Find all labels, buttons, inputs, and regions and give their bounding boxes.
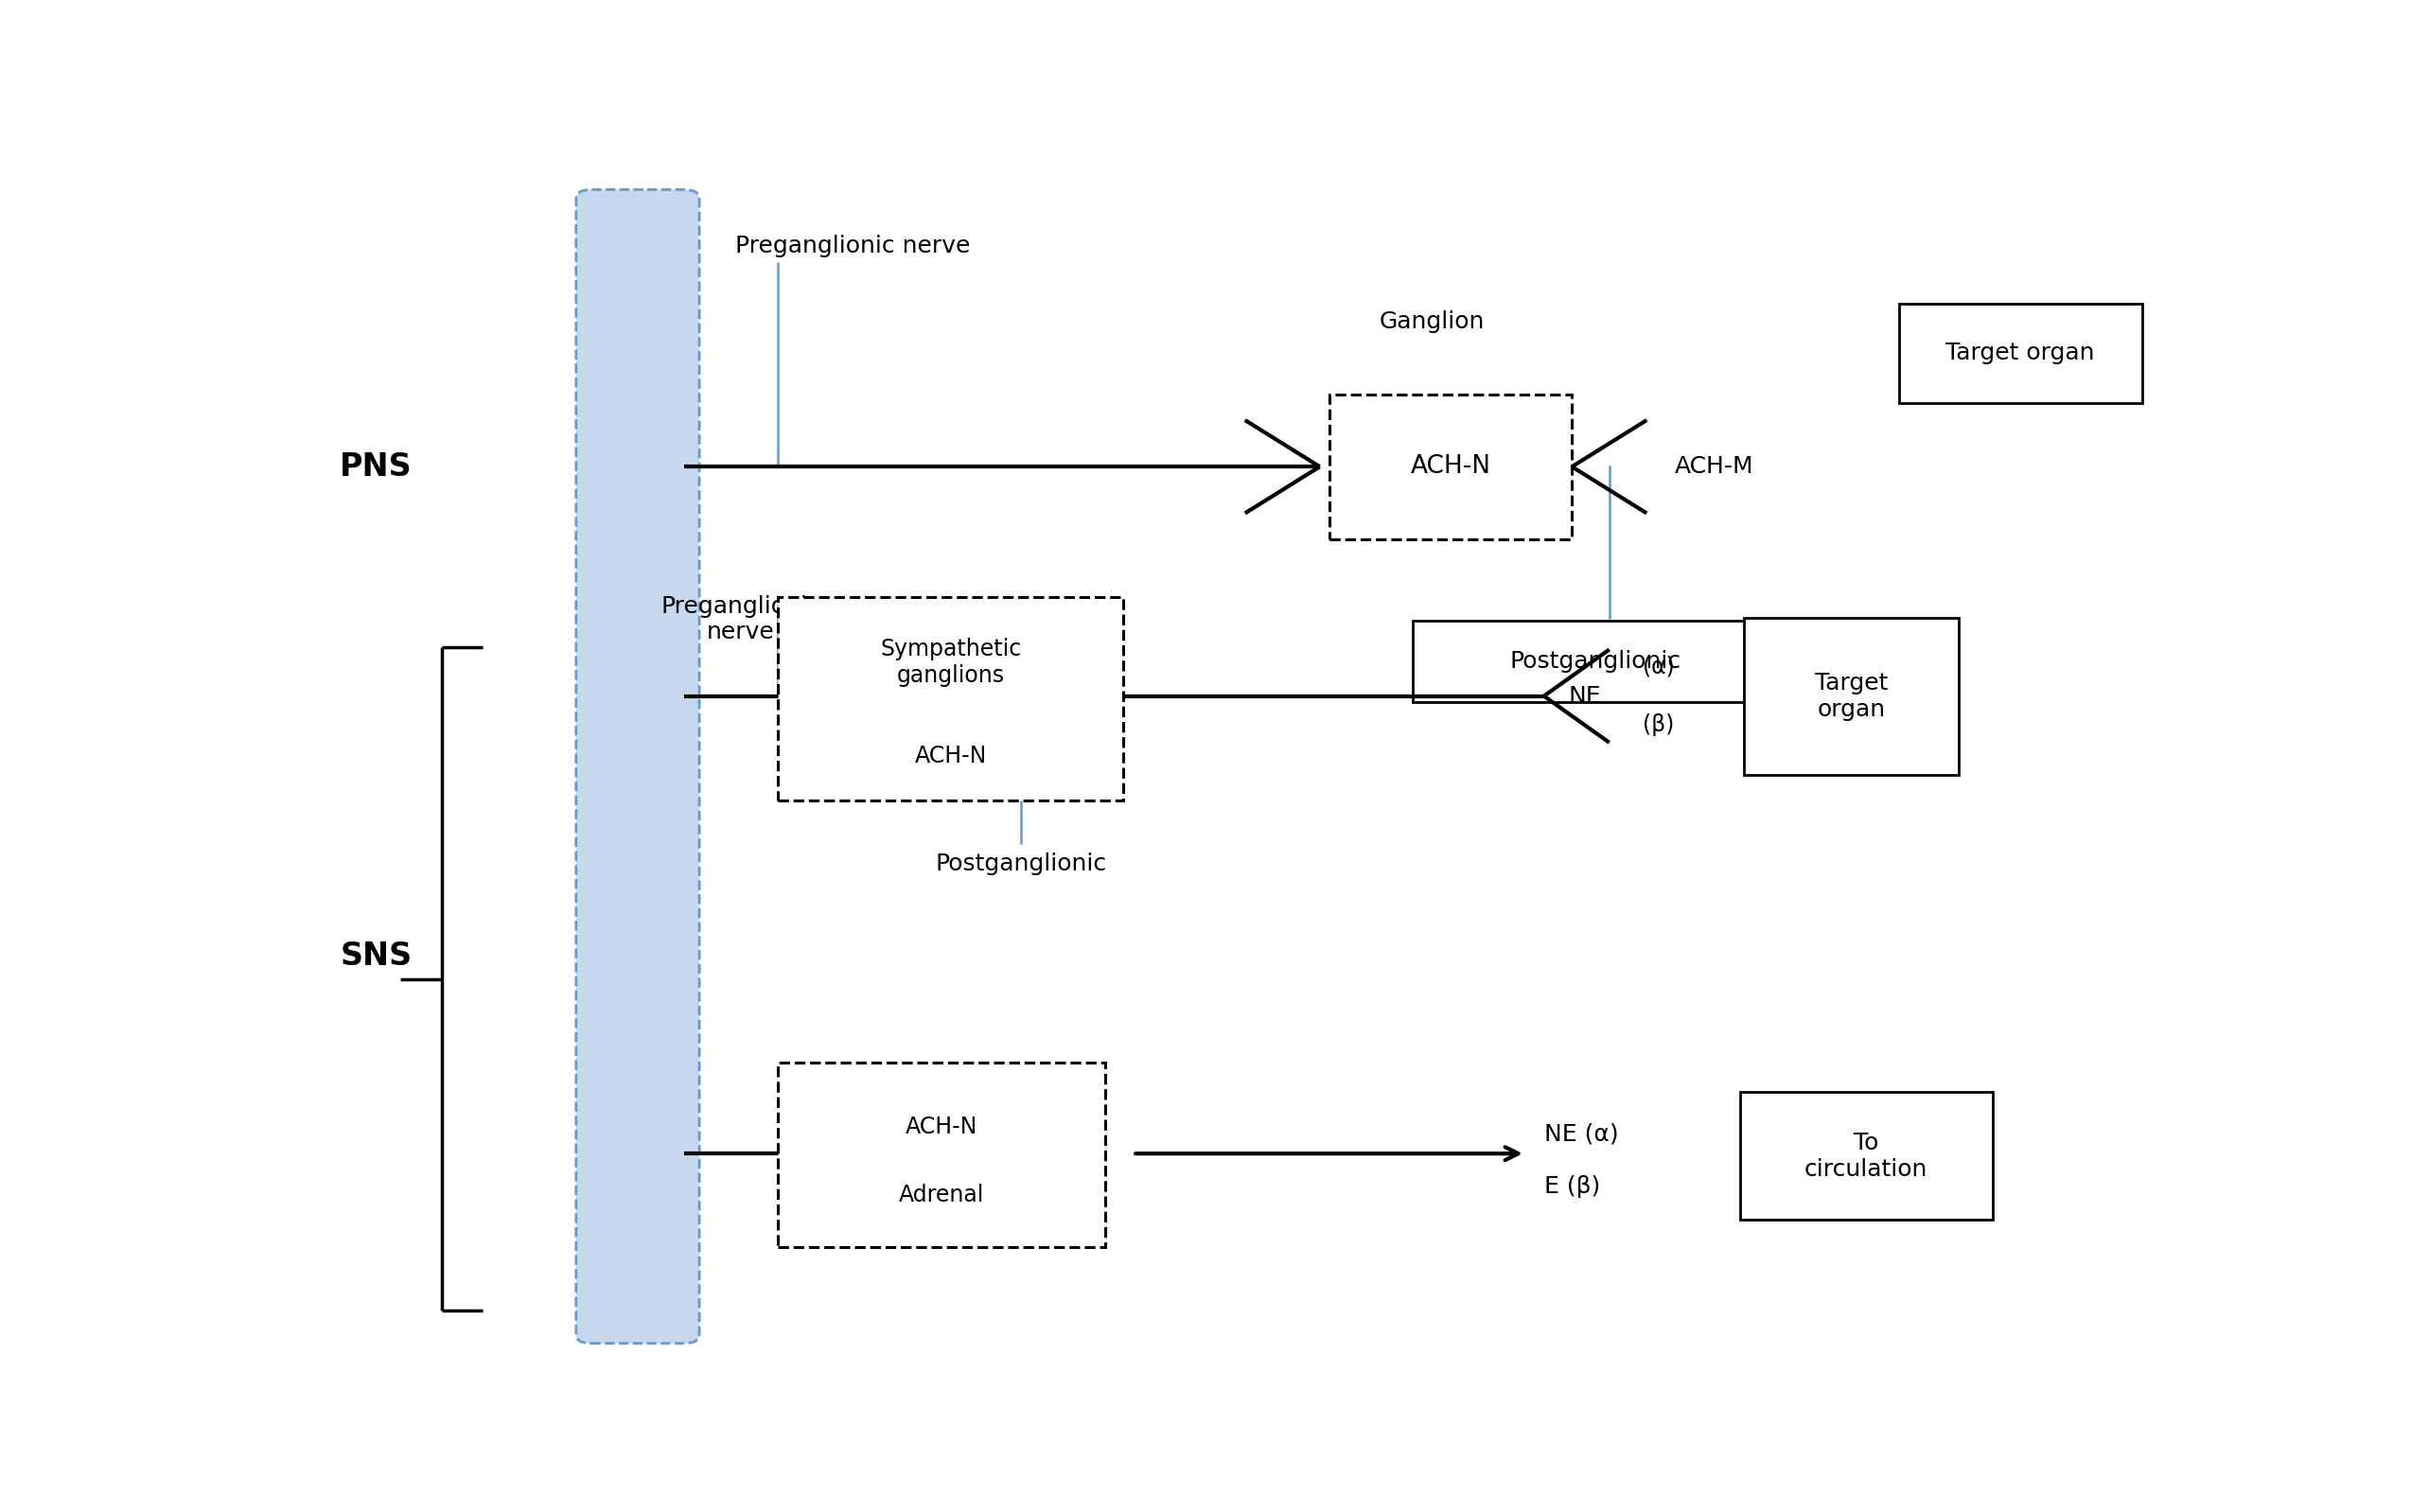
- Text: Preganglionic nerve: Preganglionic nerve: [735, 234, 969, 257]
- Bar: [1741, 1092, 1991, 1220]
- Text: Target organ: Target organ: [1946, 342, 2095, 364]
- Bar: [1900, 304, 2141, 402]
- Text: ACH-N: ACH-N: [1410, 455, 1490, 479]
- Text: To
circulation: To circulation: [1803, 1131, 1929, 1181]
- Text: PNS: PNS: [340, 451, 412, 482]
- Bar: [1743, 618, 1958, 776]
- Text: SNS: SNS: [340, 940, 412, 971]
- Bar: [1413, 620, 1777, 702]
- Text: Ganglion: Ganglion: [1379, 310, 1485, 333]
- Text: (β): (β): [1642, 714, 1676, 736]
- Text: Postganglionic: Postganglionic: [1509, 650, 1680, 673]
- Text: NE: NE: [1567, 685, 1601, 708]
- Bar: [779, 1063, 1104, 1247]
- Text: E (β): E (β): [1543, 1175, 1601, 1198]
- Text: ACH-N: ACH-N: [904, 1116, 976, 1139]
- Text: Target
organ: Target organ: [1815, 673, 1888, 721]
- Text: Sympathetic
ganglions: Sympathetic ganglions: [880, 638, 1022, 686]
- Bar: [1328, 395, 1572, 538]
- Text: Postganglionic: Postganglionic: [935, 853, 1107, 875]
- FancyBboxPatch shape: [576, 189, 699, 1343]
- Text: ACH-N: ACH-N: [914, 744, 986, 768]
- Text: (α): (α): [1642, 656, 1676, 679]
- Text: Preganglionic
nerve: Preganglionic nerve: [661, 594, 820, 644]
- Text: NE (α): NE (α): [1543, 1122, 1618, 1145]
- Text: ACH-M: ACH-M: [1676, 455, 1753, 478]
- Bar: [779, 597, 1124, 801]
- Text: Adrenal: Adrenal: [899, 1184, 984, 1207]
